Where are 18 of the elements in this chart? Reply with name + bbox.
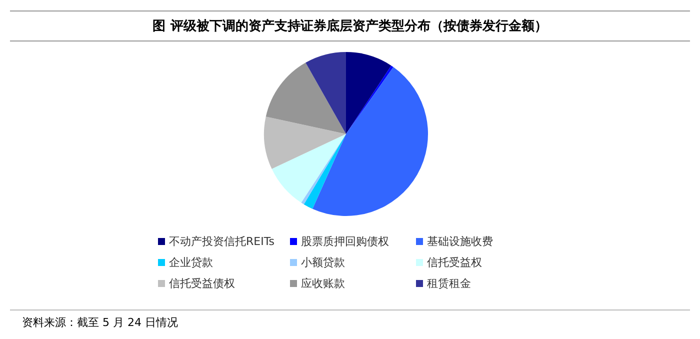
- legend-label: 租赁租金: [427, 277, 471, 290]
- pie-slice: [306, 52, 346, 134]
- pie-slice: [346, 66, 394, 134]
- pie-slice: [272, 134, 346, 203]
- text: 资料来源：截至 5 月 24 日情况: [22, 316, 178, 329]
- legend-label: 应收账款: [301, 277, 345, 290]
- pie-slice: [346, 52, 392, 134]
- legend-label: 小额贷款: [301, 256, 345, 269]
- legend-label: 信托受益权: [427, 256, 482, 269]
- legend-label: 股票质押回购债权: [301, 235, 389, 248]
- pie-slice: [264, 116, 346, 169]
- legend-label: 信托受益债权: [169, 277, 235, 290]
- legend-label: 不动产投资信托REITs: [169, 235, 275, 248]
- pie-slice: [266, 62, 346, 134]
- legend-label: 企业贷款: [169, 256, 213, 269]
- pie-slice: [312, 67, 428, 216]
- chart-title: 图 评级被下调的资产支持证券底层资产类型分布（按债券发行金额）: [152, 18, 548, 34]
- legend-label: 基础设施收费: [427, 235, 493, 248]
